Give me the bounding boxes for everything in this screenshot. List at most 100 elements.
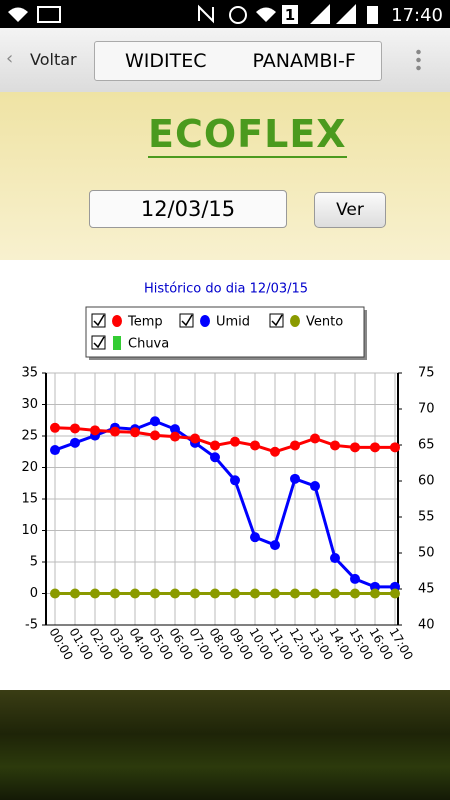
legend-check xyxy=(271,314,283,327)
background-image xyxy=(0,690,450,800)
data-point xyxy=(290,440,300,451)
data-point xyxy=(250,440,260,451)
data-point xyxy=(150,430,160,441)
data-point xyxy=(270,446,280,457)
overflow-menu[interactable] xyxy=(416,48,421,72)
ver-button[interactable]: Ver xyxy=(314,192,386,228)
y-tick-label: 5 xyxy=(30,555,38,570)
data-point xyxy=(270,588,280,599)
data-point xyxy=(50,422,60,433)
y-tick-label: 0 xyxy=(30,586,38,601)
data-point xyxy=(210,452,220,463)
wifi-icon xyxy=(8,7,28,22)
data-point xyxy=(330,440,340,451)
data-point xyxy=(330,553,340,564)
data-point xyxy=(210,588,220,599)
data-point xyxy=(310,481,320,492)
chart-title: Histórico do dia 12/03/15 xyxy=(144,282,308,297)
alarm-icon xyxy=(229,6,247,24)
series-line xyxy=(54,426,395,454)
y-tick-label: 10 xyxy=(21,523,38,538)
legend-marker xyxy=(112,315,122,327)
legend-label: Chuva xyxy=(128,337,169,352)
chart: Histórico do dia 12/03/15 00:0001:0002:0… xyxy=(21,282,435,663)
y2-tick-label: 70 xyxy=(418,402,435,417)
wifi-signal xyxy=(256,7,276,22)
legend-label: Umid xyxy=(216,315,250,330)
logo: ECOFLEX xyxy=(148,112,347,158)
data-point xyxy=(110,426,120,437)
data-point xyxy=(70,423,80,434)
data-point xyxy=(170,431,180,442)
y-tick-label: 35 xyxy=(21,366,38,381)
chart-area: Histórico do dia 12/03/15 00:00 01:00 02:0… xyxy=(0,260,450,690)
status-bar: 1 17:40 xyxy=(0,0,450,28)
spinner-text: PANAMBI-F xyxy=(252,50,356,72)
data-point xyxy=(230,475,240,486)
data-point xyxy=(70,588,80,599)
legend-checkbox xyxy=(269,313,284,328)
nfc-icon xyxy=(198,4,214,24)
data-point xyxy=(210,440,220,451)
clock: 17:40 xyxy=(391,5,443,26)
data-point xyxy=(130,588,140,599)
data-point xyxy=(190,588,200,599)
data-point xyxy=(330,588,340,599)
data-point xyxy=(250,588,260,599)
data-point xyxy=(310,433,320,444)
data-point xyxy=(370,442,380,453)
signal-2 xyxy=(336,4,356,24)
y2-tick-label: 65 xyxy=(418,438,435,453)
data-point xyxy=(270,540,280,551)
data-point xyxy=(110,588,120,599)
back-button[interactable]: Voltar xyxy=(30,50,77,69)
legend-label: Temp xyxy=(127,315,163,330)
data-point xyxy=(290,588,300,599)
legend xyxy=(85,306,365,358)
spinner-text: WIDITEC xyxy=(125,50,207,72)
y2-tick-label: 55 xyxy=(418,510,435,525)
y2-tick-label: 50 xyxy=(418,546,435,561)
data-point xyxy=(170,424,180,435)
data-point xyxy=(350,588,360,599)
legend-marker xyxy=(200,315,210,327)
data-point xyxy=(150,588,160,599)
data-point xyxy=(290,473,300,484)
data-point xyxy=(390,588,400,599)
legend-marker xyxy=(290,315,300,327)
sim-number: 1 xyxy=(285,6,295,24)
battery xyxy=(367,6,378,24)
legend-check xyxy=(181,314,193,327)
status-icons: 1 17:40 xyxy=(8,4,443,26)
y2-tick-label: 60 xyxy=(418,474,435,489)
data-point xyxy=(230,588,240,599)
station-spinner[interactable]: WIDITEC PANAMBI-F xyxy=(94,41,382,81)
data-point xyxy=(190,433,200,444)
y-tick-label: -5 xyxy=(25,618,38,633)
y-tick-label: 30 xyxy=(21,397,38,412)
toolbar: ‹ Voltar WIDITEC PANAMBI-F xyxy=(0,28,450,93)
image-icon xyxy=(37,6,61,23)
back-arrow[interactable]: ‹ xyxy=(6,48,14,69)
data-point xyxy=(230,436,240,447)
data-point xyxy=(310,588,320,599)
data-point xyxy=(350,573,360,584)
data-point xyxy=(70,437,80,448)
data-point xyxy=(50,445,60,456)
signal-1 xyxy=(310,4,330,24)
data-point xyxy=(250,532,260,543)
data-point xyxy=(350,442,360,453)
header: ECOFLEX 12/03/15 Ver xyxy=(0,92,450,260)
data-point xyxy=(90,588,100,599)
data-point xyxy=(90,425,100,436)
data-point xyxy=(150,416,160,427)
legend-marker xyxy=(113,336,121,350)
data-point xyxy=(50,588,60,599)
date-field[interactable]: 12/03/15 xyxy=(89,190,287,228)
y2-tick-label: 75 xyxy=(418,366,435,381)
y-tick-label: 15 xyxy=(21,492,38,507)
legend-checkbox xyxy=(91,335,106,350)
legend-check xyxy=(93,314,105,327)
data-point xyxy=(390,442,400,453)
